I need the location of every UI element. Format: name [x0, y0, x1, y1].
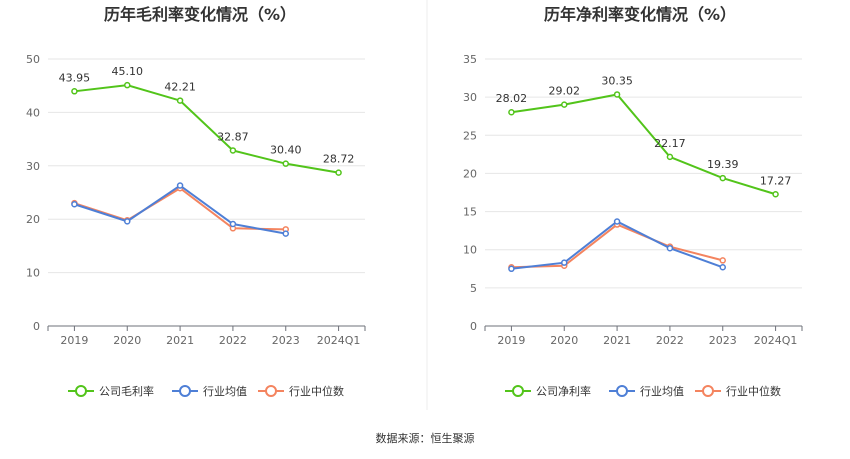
- series-company: 28.02 29.02 30.35 22.17 19.39 17.27: [496, 74, 792, 198]
- data-point: [719, 264, 726, 271]
- legend-item: 公司毛利率: [68, 384, 154, 398]
- data-point: [71, 200, 78, 208]
- data-label: 17.27: [760, 174, 792, 187]
- series-line: [511, 93, 776, 196]
- legend-item: 行业中位数: [695, 384, 781, 398]
- y-tick-label: 20: [463, 167, 477, 180]
- legend-label: 行业均值: [640, 385, 684, 398]
- y-tick-label: 0: [470, 320, 477, 333]
- x-tick-label: 2021: [603, 334, 631, 347]
- legend-label: 行业中位数: [726, 384, 781, 398]
- data-point: [176, 97, 184, 104]
- x-tick-label: 2024Q1: [754, 334, 798, 347]
- data-label: 43.95: [59, 71, 91, 84]
- data-point: [176, 182, 184, 189]
- data-point: [719, 257, 726, 264]
- data-label: 28.72: [323, 153, 355, 166]
- legend-item: 行业均值: [609, 385, 684, 398]
- data-point: [613, 218, 621, 225]
- x-tick-label: 2020: [113, 334, 141, 347]
- series-company: 43.95 45.10 42.21 32.87 30.40 28.72: [59, 65, 355, 176]
- data-point: [613, 91, 621, 98]
- x-tick-label: 2022: [219, 334, 247, 347]
- legend-marker: [512, 385, 524, 397]
- data-point: [666, 153, 674, 161]
- data-point: [71, 88, 78, 95]
- series-industry-average: [71, 182, 289, 237]
- y-tick-label: 40: [26, 106, 40, 119]
- data-point: [282, 160, 289, 167]
- data-point: [508, 108, 515, 116]
- series-industry-median: [508, 221, 726, 271]
- legend-label: 公司净利率: [536, 384, 591, 398]
- legend-marker: [75, 385, 87, 397]
- data-point: [282, 230, 289, 237]
- series-line: [74, 184, 286, 235]
- series-industry-median: [71, 184, 289, 233]
- data-point: [772, 191, 779, 198]
- legend-marker: [265, 385, 277, 397]
- data-point: [229, 147, 237, 154]
- y-tick-label: 5: [470, 282, 477, 295]
- data-label: 19.39: [707, 158, 739, 171]
- data-point: [719, 174, 726, 182]
- y-tick-label: 10: [463, 244, 477, 257]
- gross-margin-chart: 历年毛利率变化情况（%） 0 10 20 30 40 50 2019 2020 2021 2022 2…: [26, 5, 366, 398]
- series-industry-average: [508, 218, 726, 273]
- y-tick-label: 25: [463, 129, 477, 142]
- data-point: [666, 244, 674, 252]
- series-line: [74, 84, 339, 174]
- data-point: [124, 218, 131, 225]
- x-tick-label: 2022: [656, 334, 684, 347]
- net-margin-chart: 历年净利率变化情况（%） 0 5 10 15 20 25 30 35 2019 2020 2021 20…: [463, 5, 803, 398]
- data-label: 30.35: [601, 74, 633, 87]
- x-tick-label: 2019: [497, 334, 525, 347]
- series-line: [511, 223, 724, 269]
- data-point: [561, 101, 568, 108]
- data-point: [124, 81, 131, 89]
- chart-title: 历年净利率变化情况（%）: [544, 5, 736, 24]
- x-tick-label: 2023: [272, 334, 300, 347]
- data-label: 28.02: [496, 92, 528, 105]
- legend-marker: [616, 385, 628, 397]
- y-tick-label: 50: [26, 53, 40, 66]
- x-tick-label: 2020: [550, 334, 578, 347]
- legend-item: 行业均值: [172, 385, 247, 398]
- data-point: [335, 169, 342, 176]
- series-line: [511, 220, 724, 270]
- data-point: [229, 220, 237, 228]
- x-tick-label: 2019: [60, 334, 88, 347]
- x-tick-label: 2024Q1: [317, 334, 361, 347]
- y-tick-label: 15: [463, 206, 477, 219]
- legend-marker: [179, 385, 191, 397]
- x-tick-label: 2021: [166, 334, 194, 347]
- y-tick-label: 30: [463, 91, 477, 104]
- y-tick-label: 10: [26, 267, 40, 280]
- data-label: 32.87: [217, 130, 249, 143]
- data-point: [508, 265, 515, 273]
- data-point: [561, 259, 568, 266]
- y-tick-label: 35: [463, 53, 477, 66]
- y-tick-label: 0: [33, 320, 40, 333]
- data-label: 30.40: [270, 144, 302, 157]
- legend-label: 行业中位数: [289, 384, 344, 398]
- series-line: [74, 187, 286, 231]
- data-label: 45.10: [112, 65, 144, 78]
- y-tick-label: 30: [26, 160, 40, 173]
- legend-label: 行业均值: [203, 385, 247, 398]
- legend-label: 公司毛利率: [99, 384, 154, 398]
- legend-item: 行业中位数: [258, 384, 344, 398]
- data-label: 42.21: [164, 81, 196, 94]
- data-label: 22.17: [654, 137, 686, 150]
- y-tick-label: 20: [26, 213, 40, 226]
- data-label: 29.02: [549, 85, 581, 98]
- legend-marker: [702, 385, 714, 397]
- chart-title: 历年毛利率变化情况（%）: [104, 5, 296, 24]
- data-source-note: 数据来源：恒生聚源: [376, 431, 475, 445]
- legend-item: 公司净利率: [505, 384, 591, 398]
- x-tick-label: 2023: [709, 334, 737, 347]
